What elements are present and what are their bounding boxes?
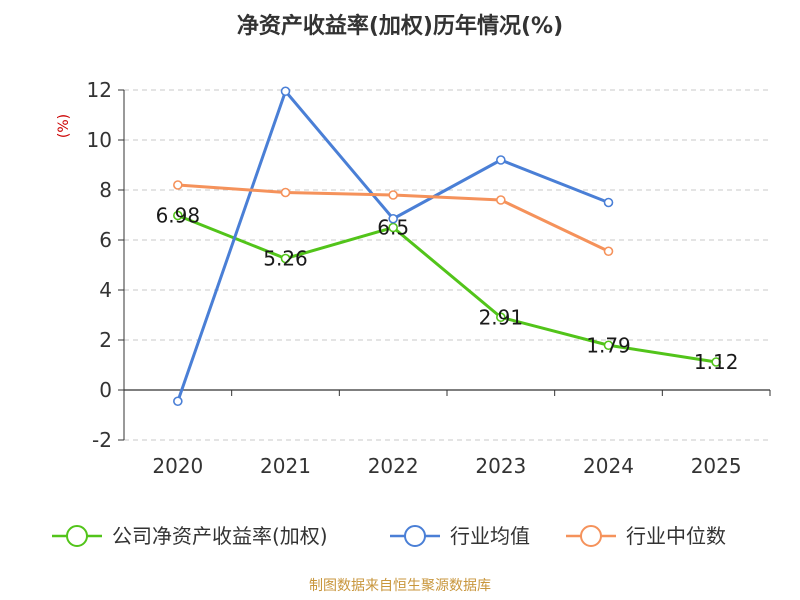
x-tick-label: 2023 xyxy=(475,454,526,478)
y-tick-label: 8 xyxy=(99,178,112,202)
data-point[interactable] xyxy=(603,340,614,351)
data-label: 6.5 xyxy=(377,216,409,240)
series-1 xyxy=(173,86,614,407)
chart-title: 净资产收益率(加权)历年情况(%) xyxy=(237,13,563,39)
y-tick-label: -2 xyxy=(92,428,112,452)
data-point[interactable] xyxy=(388,213,398,224)
x-tick-label: 2022 xyxy=(368,454,419,478)
data-point[interactable] xyxy=(496,312,506,323)
legend-item-1[interactable]: 行业均值 xyxy=(390,524,530,548)
series-layer xyxy=(173,86,721,407)
series-0 xyxy=(173,210,721,367)
y-tick-label: 0 xyxy=(99,378,112,402)
series-2 xyxy=(173,180,614,257)
y-tick-label: 4 xyxy=(99,278,112,302)
data-point[interactable] xyxy=(496,195,506,205)
data-label: 2.91 xyxy=(479,305,524,329)
data-point[interactable] xyxy=(173,210,183,221)
data-point[interactable] xyxy=(280,187,291,198)
x-tick-label: 2024 xyxy=(583,454,634,478)
y-tick-label: 10 xyxy=(87,128,112,152)
data-label: 1.12 xyxy=(694,350,739,374)
data-point[interactable] xyxy=(496,155,506,165)
data-label: 5.26 xyxy=(263,247,308,271)
data-point[interactable] xyxy=(173,396,183,407)
legend-swatch-marker xyxy=(404,525,426,547)
legend-label: 行业中位数 xyxy=(626,524,726,548)
series-line xyxy=(177,214,717,364)
y-axis-ticks: 12 10 8 6 4 2 0 -2 xyxy=(87,78,112,452)
x-tick-label: 2020 xyxy=(152,454,203,478)
y-tick-label: 12 xyxy=(87,78,112,102)
y-tick-label: 2 xyxy=(99,328,112,352)
data-point[interactable] xyxy=(711,357,721,367)
data-point[interactable] xyxy=(603,246,614,257)
legend-swatch-marker xyxy=(66,525,88,547)
source-note: 制图数据来自恒生聚源数据库 xyxy=(309,578,491,594)
legend-label: 行业均值 xyxy=(450,524,530,548)
data-point[interactable] xyxy=(603,197,614,208)
data-label: 6.98 xyxy=(156,204,201,228)
y-tick-label: 6 xyxy=(99,228,112,252)
legend-item-2[interactable]: 行业中位数 xyxy=(566,524,726,548)
legend[interactable]: 公司净资产收益率(加权) 行业均值 行业中位数 xyxy=(52,524,726,548)
x-tick-label: 2021 xyxy=(260,454,311,478)
legend-item-0[interactable]: 公司净资产收益率(加权) xyxy=(52,524,328,548)
legend-label: 公司净资产收益率(加权) xyxy=(112,524,328,548)
data-label: 1.79 xyxy=(586,333,631,357)
gridlines xyxy=(124,89,770,441)
y-axis-label: (%) xyxy=(56,114,72,138)
data-point[interactable] xyxy=(173,180,183,190)
legend-swatch-marker xyxy=(580,525,602,547)
data-labels: 6.98 5.26 6.5 2.91 1.79 1.12 xyxy=(156,204,739,375)
data-point[interactable] xyxy=(280,86,291,97)
axes xyxy=(118,89,771,441)
x-axis-ticks: 2020 2021 2022 2023 2024 2025 xyxy=(152,454,741,478)
data-point[interactable] xyxy=(280,253,291,264)
series-line xyxy=(176,89,610,402)
x-tick-label: 2025 xyxy=(691,454,742,478)
data-point[interactable] xyxy=(388,190,398,200)
